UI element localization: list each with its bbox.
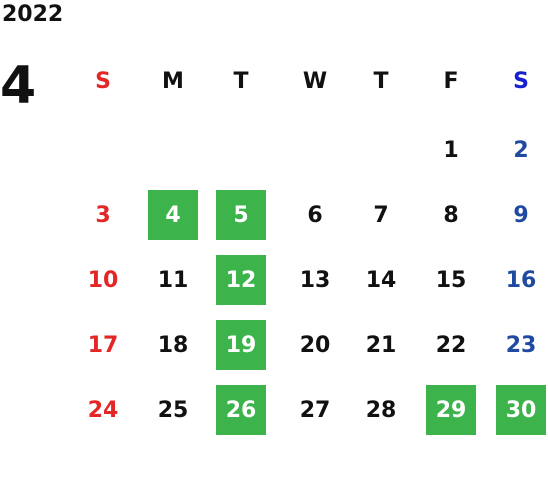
weekday-thursday: T <box>373 68 389 94</box>
calendar-day[interactable]: 9 <box>513 202 529 228</box>
calendar-day[interactable]: 21 <box>365 332 397 358</box>
weekday-friday: F <box>443 68 459 94</box>
calendar-year: 2022 <box>2 2 64 27</box>
weekday-tuesday: T <box>233 68 249 94</box>
calendar-day[interactable]: 17 <box>87 332 119 358</box>
calendar-day[interactable]: 8 <box>443 202 459 228</box>
calendar-day[interactable]: 28 <box>365 397 397 423</box>
calendar-day[interactable]: 30 <box>496 385 546 435</box>
calendar-day[interactable]: 10 <box>87 267 119 293</box>
calendar-day[interactable]: 7 <box>373 202 389 228</box>
calendar-day[interactable]: 19 <box>216 320 266 370</box>
calendar-day[interactable]: 18 <box>157 332 189 358</box>
weekday-monday: M <box>162 68 184 94</box>
calendar-day[interactable]: 13 <box>299 267 331 293</box>
calendar-day[interactable]: 2 <box>513 137 529 163</box>
calendar-day[interactable]: 5 <box>216 190 266 240</box>
calendar-day[interactable]: 22 <box>435 332 467 358</box>
calendar-day[interactable]: 29 <box>426 385 476 435</box>
calendar-day[interactable]: 16 <box>505 267 537 293</box>
calendar-day[interactable]: 25 <box>157 397 189 423</box>
calendar-day[interactable]: 4 <box>148 190 198 240</box>
calendar-day[interactable]: 6 <box>307 202 323 228</box>
calendar-day[interactable]: 26 <box>216 385 266 435</box>
calendar-day[interactable]: 23 <box>505 332 537 358</box>
calendar-day[interactable]: 11 <box>157 267 189 293</box>
calendar-day[interactable]: 12 <box>216 255 266 305</box>
calendar-day[interactable]: 1 <box>443 137 459 163</box>
calendar-day[interactable]: 20 <box>299 332 331 358</box>
calendar-day[interactable]: 14 <box>365 267 397 293</box>
calendar-day[interactable]: 27 <box>299 397 331 423</box>
weekday-sunday: S <box>95 68 111 94</box>
calendar-day[interactable]: 3 <box>95 202 111 228</box>
calendar-day[interactable]: 15 <box>435 267 467 293</box>
calendar-day[interactable]: 24 <box>87 397 119 423</box>
weekday-wednesday: W <box>302 68 328 94</box>
weekday-saturday: S <box>513 68 529 94</box>
calendar-month: 4 <box>0 56 37 116</box>
